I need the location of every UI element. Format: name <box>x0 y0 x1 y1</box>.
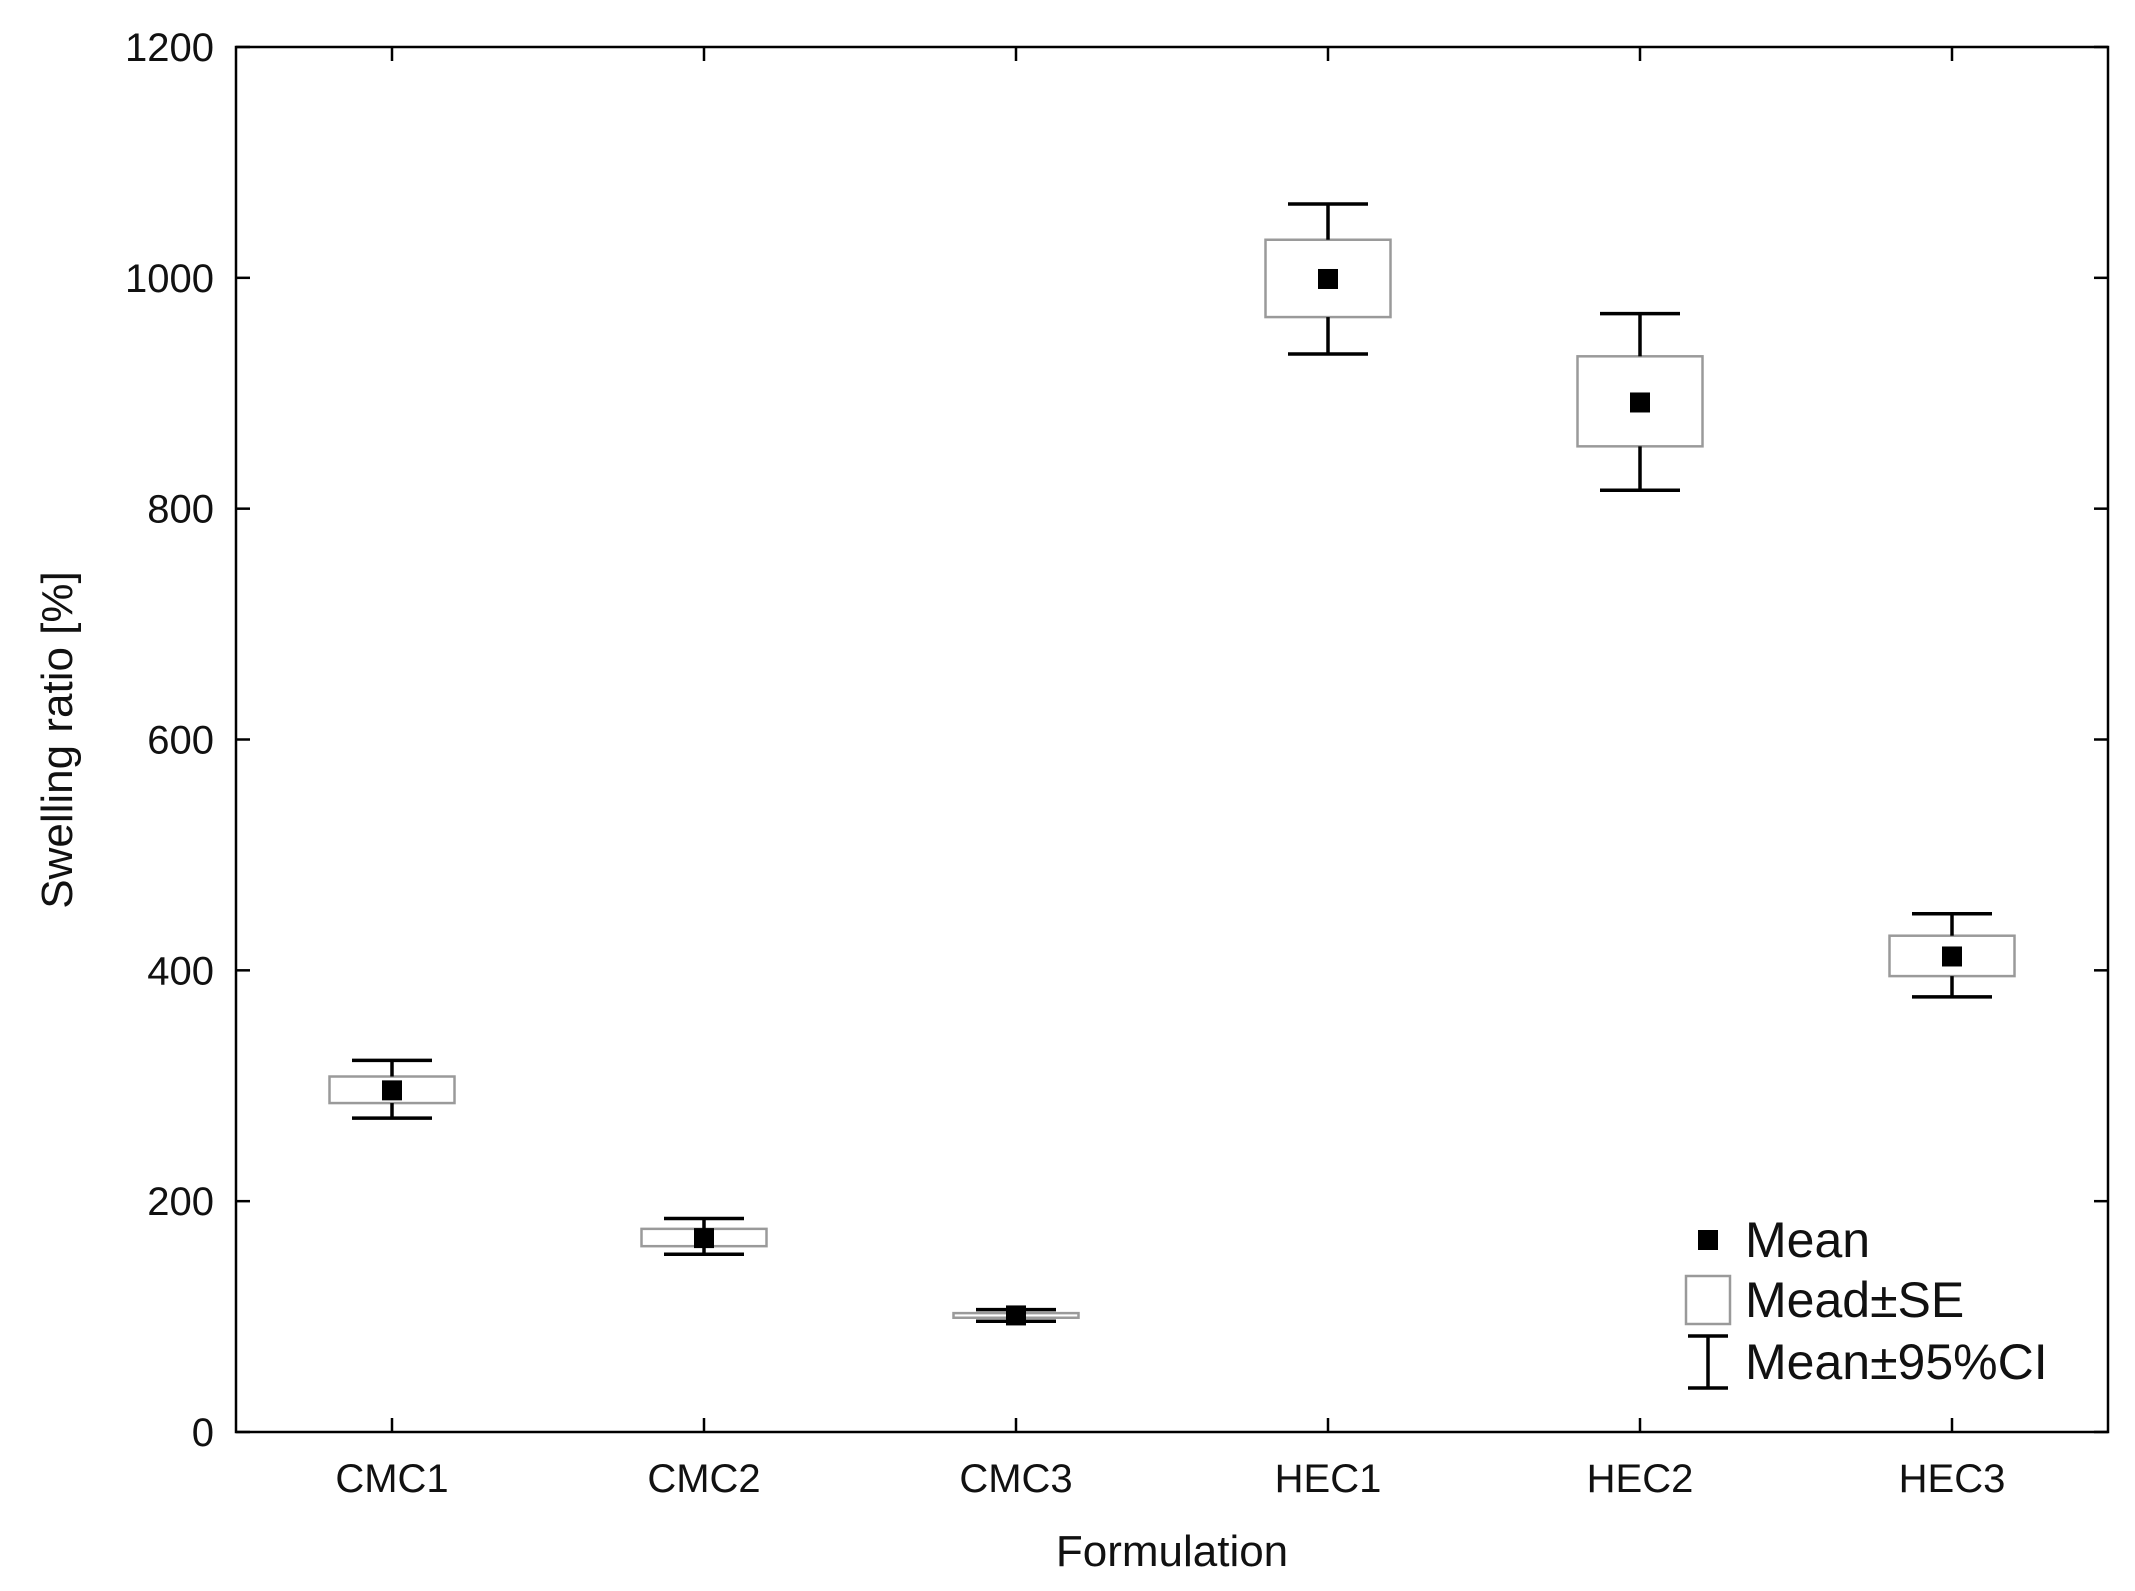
mean-marker <box>1942 946 1962 967</box>
y-tick-label: 1000 <box>125 257 214 301</box>
x-axis-title: Formulation <box>1056 1527 1288 1576</box>
y-tick-label: 1200 <box>125 26 214 70</box>
mean-marker <box>694 1228 714 1249</box>
y-tick-label: 400 <box>147 949 214 993</box>
y-tick-label: 600 <box>147 719 214 763</box>
legend-se-box <box>1684 1274 1732 1326</box>
x-tick-label: HEC1 <box>1275 1457 1382 1501</box>
y-axis-title: Swelling ratio [%] <box>33 571 82 908</box>
y-tick-label: 800 <box>147 488 214 532</box>
x-tick-label: CMC1 <box>335 1457 448 1501</box>
legend-label: Mean <box>1745 1212 1870 1268</box>
y-axis: 0 200 400 600 800 1000 1200 <box>125 26 2108 1455</box>
y-tick-label: 0 <box>192 1411 214 1455</box>
data-marks <box>328 202 2016 1326</box>
x-tick-label: CMC3 <box>959 1457 1072 1501</box>
legend-label: Mean±95%CI <box>1745 1334 2048 1390</box>
y-tick-label: 200 <box>147 1180 214 1224</box>
mean-marker <box>382 1080 402 1101</box>
mean-marker <box>1006 1305 1026 1326</box>
mean-marker <box>1630 392 1650 413</box>
legend-mean-marker <box>1698 1230 1718 1250</box>
x-axis: CMC1 CMC2 CMC3 HEC1 HEC2 HEC3 <box>335 47 2005 1501</box>
x-tick-label: HEC2 <box>1587 1457 1694 1501</box>
mean-marker <box>1318 268 1338 289</box>
x-tick-label: CMC2 <box>647 1457 760 1501</box>
legend-label: Mead±SE <box>1745 1272 1964 1328</box>
x-tick-label: HEC3 <box>1899 1457 2006 1501</box>
